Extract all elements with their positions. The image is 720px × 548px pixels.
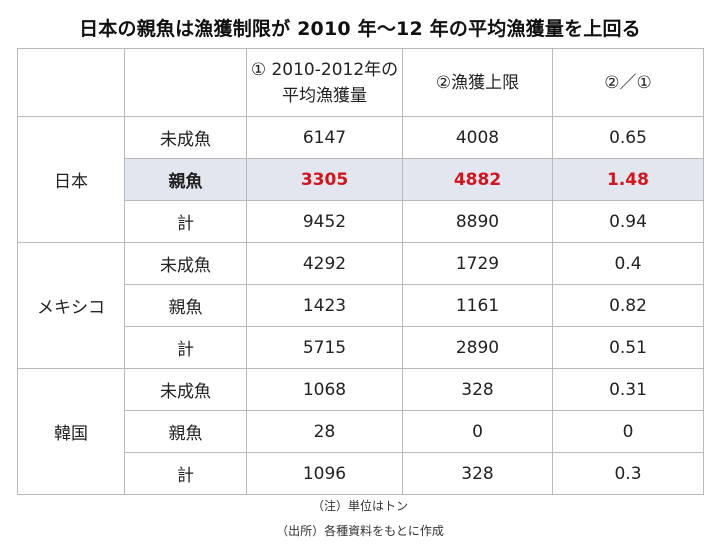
row-label: 計 <box>124 452 247 495</box>
header-corner-cell <box>17 48 125 117</box>
catch-limit-value: 1729 <box>402 242 553 285</box>
ratio-value: 1.48 <box>552 158 704 201</box>
row-label: 未成魚 <box>124 368 247 411</box>
table-row: 計 1096 328 0.3 <box>18 452 704 495</box>
header-average-catch-line2: 平均漁獲量 <box>282 85 367 106</box>
country-mexico: メキシコ <box>17 242 125 369</box>
header-category-cell <box>124 48 247 117</box>
catch-limit-value: 4882 <box>402 158 553 201</box>
catch-limit-value: 0 <box>402 410 553 453</box>
average-catch-value: 5715 <box>246 326 403 369</box>
ratio-value: 0.31 <box>552 368 704 411</box>
average-catch-value: 4292 <box>246 242 403 285</box>
ratio-value: 0.82 <box>552 284 704 327</box>
ratio-value: 0.65 <box>552 116 704 159</box>
unit-note: （注）単位はトン <box>311 499 408 513</box>
ratio-value: 0.4 <box>552 242 704 285</box>
row-label: 親魚 <box>124 284 247 327</box>
catch-limit-value: 8890 <box>402 200 553 243</box>
table-row: 計 9452 8890 0.94 <box>18 200 704 243</box>
row-label: 計 <box>124 326 247 369</box>
header-catch-limit: ②漁獲上限 <box>402 48 553 117</box>
catch-limit-value: 328 <box>402 452 553 495</box>
header-ratio: ②／① <box>552 48 704 117</box>
catch-limit-value: 328 <box>402 368 553 411</box>
row-label: 未成魚 <box>124 116 247 159</box>
catch-limit-value: 2890 <box>402 326 553 369</box>
header-average-catch-line1: ① 2010-2012年の <box>250 59 399 80</box>
header-average-catch: ① 2010-2012年の 平均漁獲量 <box>246 48 403 117</box>
ratio-value: 0.94 <box>552 200 704 243</box>
average-catch-value: 6147 <box>246 116 403 159</box>
catch-limit-value: 1161 <box>402 284 553 327</box>
ratio-value: 0.51 <box>552 326 704 369</box>
table-row: 計 5715 2890 0.51 <box>18 326 704 369</box>
average-catch-value: 1068 <box>246 368 403 411</box>
catch-limit-value: 4008 <box>402 116 553 159</box>
row-label: 親魚 <box>124 158 247 201</box>
source-note: （出所）各種資料をもとに作成 <box>276 524 444 538</box>
table-row-highlighted: 親魚 3305 4882 1.48 <box>18 158 704 201</box>
country-japan: 日本 <box>17 116 125 243</box>
average-catch-value: 9452 <box>246 200 403 243</box>
row-label: 親魚 <box>124 410 247 453</box>
page-title: 日本の親魚は漁獲制限が 2010 年〜12 年の平均漁獲量を上回る <box>79 18 641 40</box>
ratio-value: 0 <box>552 410 704 453</box>
table-row: 日本 未成魚 6147 4008 0.65 <box>17 116 704 243</box>
header-row: ① 2010-2012年の 平均漁獲量 ②漁獲上限 ②／① <box>17 48 704 117</box>
table-row: 親魚 1423 1161 0.82 <box>18 284 704 327</box>
average-catch-value: 1423 <box>246 284 403 327</box>
row-label: 計 <box>124 200 247 243</box>
catch-limit-table: ① 2010-2012年の 平均漁獲量 ②漁獲上限 ②／① 日本 未成魚 614… <box>17 48 704 495</box>
row-label: 未成魚 <box>124 242 247 285</box>
ratio-value: 0.3 <box>552 452 704 495</box>
average-catch-value: 3305 <box>246 158 403 201</box>
country-korea: 韓国 <box>17 368 125 495</box>
table-row: 親魚 28 0 0 <box>18 410 704 453</box>
table-row: メキシコ 未成魚 4292 1729 0.4 <box>17 242 704 369</box>
average-catch-value: 28 <box>246 410 403 453</box>
table-row: 韓国 未成魚 1068 328 0.31 <box>17 368 704 495</box>
average-catch-value: 1096 <box>246 452 403 495</box>
